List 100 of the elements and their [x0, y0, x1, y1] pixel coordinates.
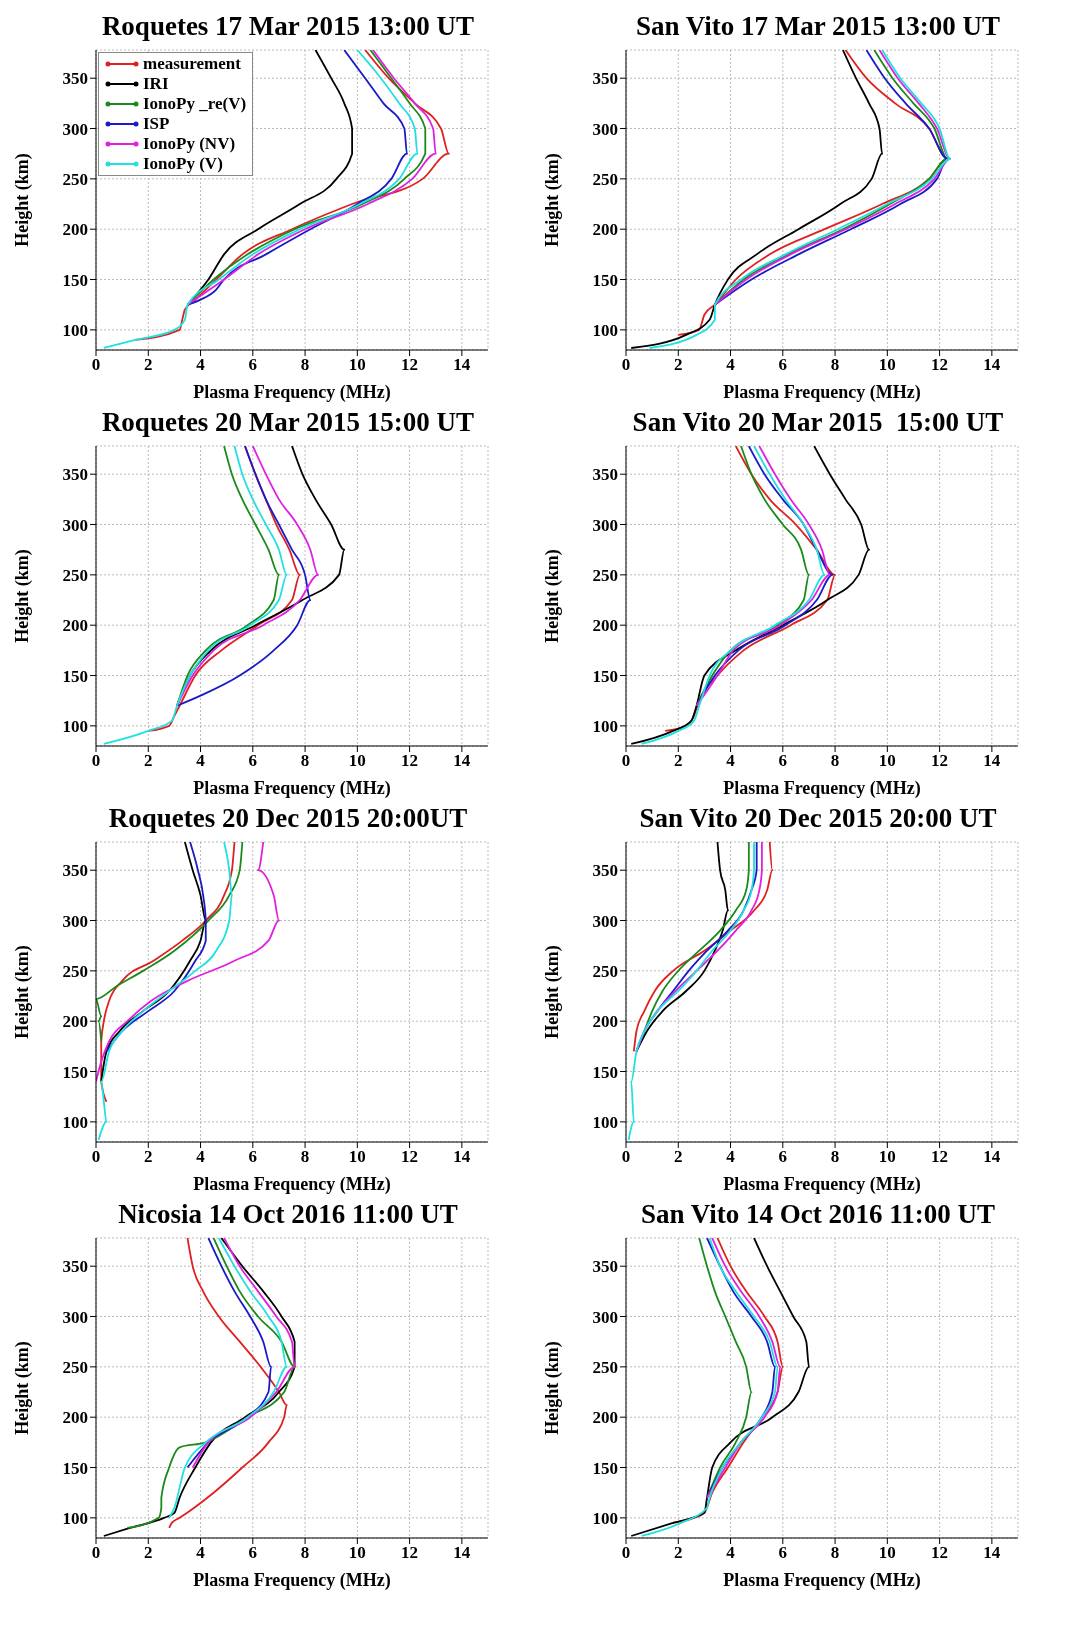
x-tick-label: 10 — [348, 355, 366, 375]
x-tick-label: 4 — [196, 355, 206, 375]
y-tick-label: 200 — [592, 1408, 618, 1428]
x-tick-label: 2 — [674, 1543, 683, 1563]
y-axis-title: Height (km) — [12, 549, 34, 643]
x-tick-label: 14 — [453, 1543, 471, 1563]
y-tick-label: 100 — [592, 1112, 618, 1132]
x-tick-label: 8 — [830, 1543, 840, 1563]
line-series — [664, 446, 836, 732]
x-tick-label: 6 — [248, 751, 258, 771]
x-tick-label: 4 — [726, 1147, 736, 1167]
x-tick-label: 12 — [931, 1147, 949, 1167]
y-axis-title: Height (km) — [12, 945, 34, 1039]
y-tick-label: 250 — [62, 565, 88, 585]
chart-title: San Vito 17 Mar 2015 13:00 UT — [635, 10, 1001, 43]
chart-title: Roquetes 17 Mar 2015 13:00 UT — [100, 10, 476, 43]
y-axis-title: Height (km) — [12, 1341, 34, 1435]
y-tick-label: 200 — [62, 616, 88, 636]
x-axis-title: Plasma Frequency (MHz) — [723, 1174, 921, 1195]
line-series — [105, 842, 207, 1053]
chart-title: San Vito 20 Dec 2015 20:00 UT — [638, 802, 998, 835]
x-tick-label: 6 — [778, 1543, 788, 1563]
x-tick-label: 12 — [401, 1147, 419, 1167]
x-tick-label: 8 — [830, 1147, 840, 1167]
x-tick-label: 0 — [91, 355, 101, 375]
y-tick-label: 350 — [62, 69, 88, 89]
x-tick-label: 10 — [348, 751, 366, 771]
x-tick-label: 0 — [91, 751, 101, 771]
x-tick-label: 0 — [621, 355, 631, 375]
y-tick-label: 300 — [62, 1307, 88, 1327]
x-tick-label: 12 — [401, 751, 419, 771]
y-axis-title: Height (km) — [542, 1341, 564, 1435]
x-tick-label: 4 — [726, 1543, 736, 1563]
chart-title: Roquetes 20 Dec 2015 20:00UT — [107, 802, 469, 835]
x-tick-label: 14 — [983, 1147, 1001, 1167]
chart-title: Roquetes 20 Mar 2015 15:00 UT — [100, 406, 476, 439]
y-tick-label: 250 — [592, 169, 618, 189]
x-tick-label: 0 — [621, 1147, 631, 1167]
x-tick-label: 2 — [674, 355, 683, 375]
y-tick-label: 250 — [592, 1357, 618, 1377]
y-tick-label: 300 — [592, 515, 618, 535]
y-tick-label: 250 — [62, 169, 88, 189]
y-tick-label: 350 — [62, 861, 88, 881]
y-tick-label: 250 — [592, 565, 618, 585]
x-tick-label: 8 — [830, 751, 840, 771]
chart-title: San Vito 14 Oct 2016 11:00 UT — [640, 1198, 996, 1231]
x-tick-label: 12 — [401, 1543, 419, 1563]
line-series — [134, 50, 450, 341]
x-tick-label: 8 — [830, 355, 840, 375]
y-tick-label: 300 — [62, 911, 88, 931]
legend-label: IonoPy (V) — [143, 154, 223, 174]
y-tick-label: 250 — [592, 961, 618, 981]
y-tick-label: 200 — [592, 220, 618, 240]
y-tick-label: 150 — [62, 1062, 88, 1082]
y-tick-label: 100 — [592, 716, 618, 736]
legend-label: IonoPy (NV) — [143, 134, 236, 154]
y-tick-label: 150 — [62, 666, 88, 686]
x-tick-label: 4 — [196, 751, 206, 771]
y-tick-label: 300 — [592, 911, 618, 931]
line-series — [102, 446, 288, 745]
y-tick-label: 200 — [62, 1012, 88, 1032]
x-tick-label: 4 — [726, 751, 736, 771]
y-tick-label: 350 — [62, 465, 88, 485]
x-axis-title: Plasma Frequency (MHz) — [723, 382, 921, 403]
x-tick-label: 4 — [726, 355, 736, 375]
x-tick-label: 2 — [144, 355, 153, 375]
y-axis-title: Height (km) — [542, 945, 564, 1039]
x-tick-label: 8 — [300, 751, 310, 771]
x-tick-label: 6 — [248, 355, 258, 375]
x-tick-label: 6 — [778, 355, 788, 375]
x-tick-label: 10 — [878, 1147, 896, 1167]
x-tick-label: 6 — [778, 751, 788, 771]
line-series — [191, 1238, 296, 1469]
legend-label: IonoPy _re(V) — [143, 94, 247, 114]
x-tick-label: 14 — [983, 751, 1001, 771]
line-series — [640, 1238, 779, 1537]
x-axis-title: Plasma Frequency (MHz) — [193, 1570, 391, 1591]
line-series — [100, 842, 236, 1103]
line-series — [100, 842, 207, 1083]
x-tick-label: 10 — [878, 751, 896, 771]
x-tick-label: 4 — [196, 1543, 206, 1563]
x-tick-label: 0 — [91, 1543, 101, 1563]
y-tick-label: 100 — [62, 716, 88, 736]
x-tick-label: 14 — [453, 751, 471, 771]
y-tick-label: 100 — [62, 1112, 88, 1132]
x-tick-label: 0 — [621, 1543, 631, 1563]
x-tick-label: 6 — [248, 1543, 258, 1563]
y-tick-label: 300 — [62, 515, 88, 535]
x-tick-label: 14 — [453, 355, 471, 375]
y-tick-label: 300 — [592, 1307, 618, 1327]
x-tick-label: 10 — [878, 355, 896, 375]
y-axis-title: Height (km) — [12, 153, 34, 247]
line-series — [672, 1238, 784, 1524]
y-tick-label: 150 — [62, 270, 88, 290]
x-tick-label: 6 — [778, 1147, 788, 1167]
y-tick-label: 200 — [62, 1408, 88, 1428]
line-series — [698, 1238, 753, 1499]
x-tick-label: 12 — [931, 1543, 949, 1563]
y-axis-title: Height (km) — [542, 549, 564, 643]
x-tick-label: 2 — [674, 751, 683, 771]
